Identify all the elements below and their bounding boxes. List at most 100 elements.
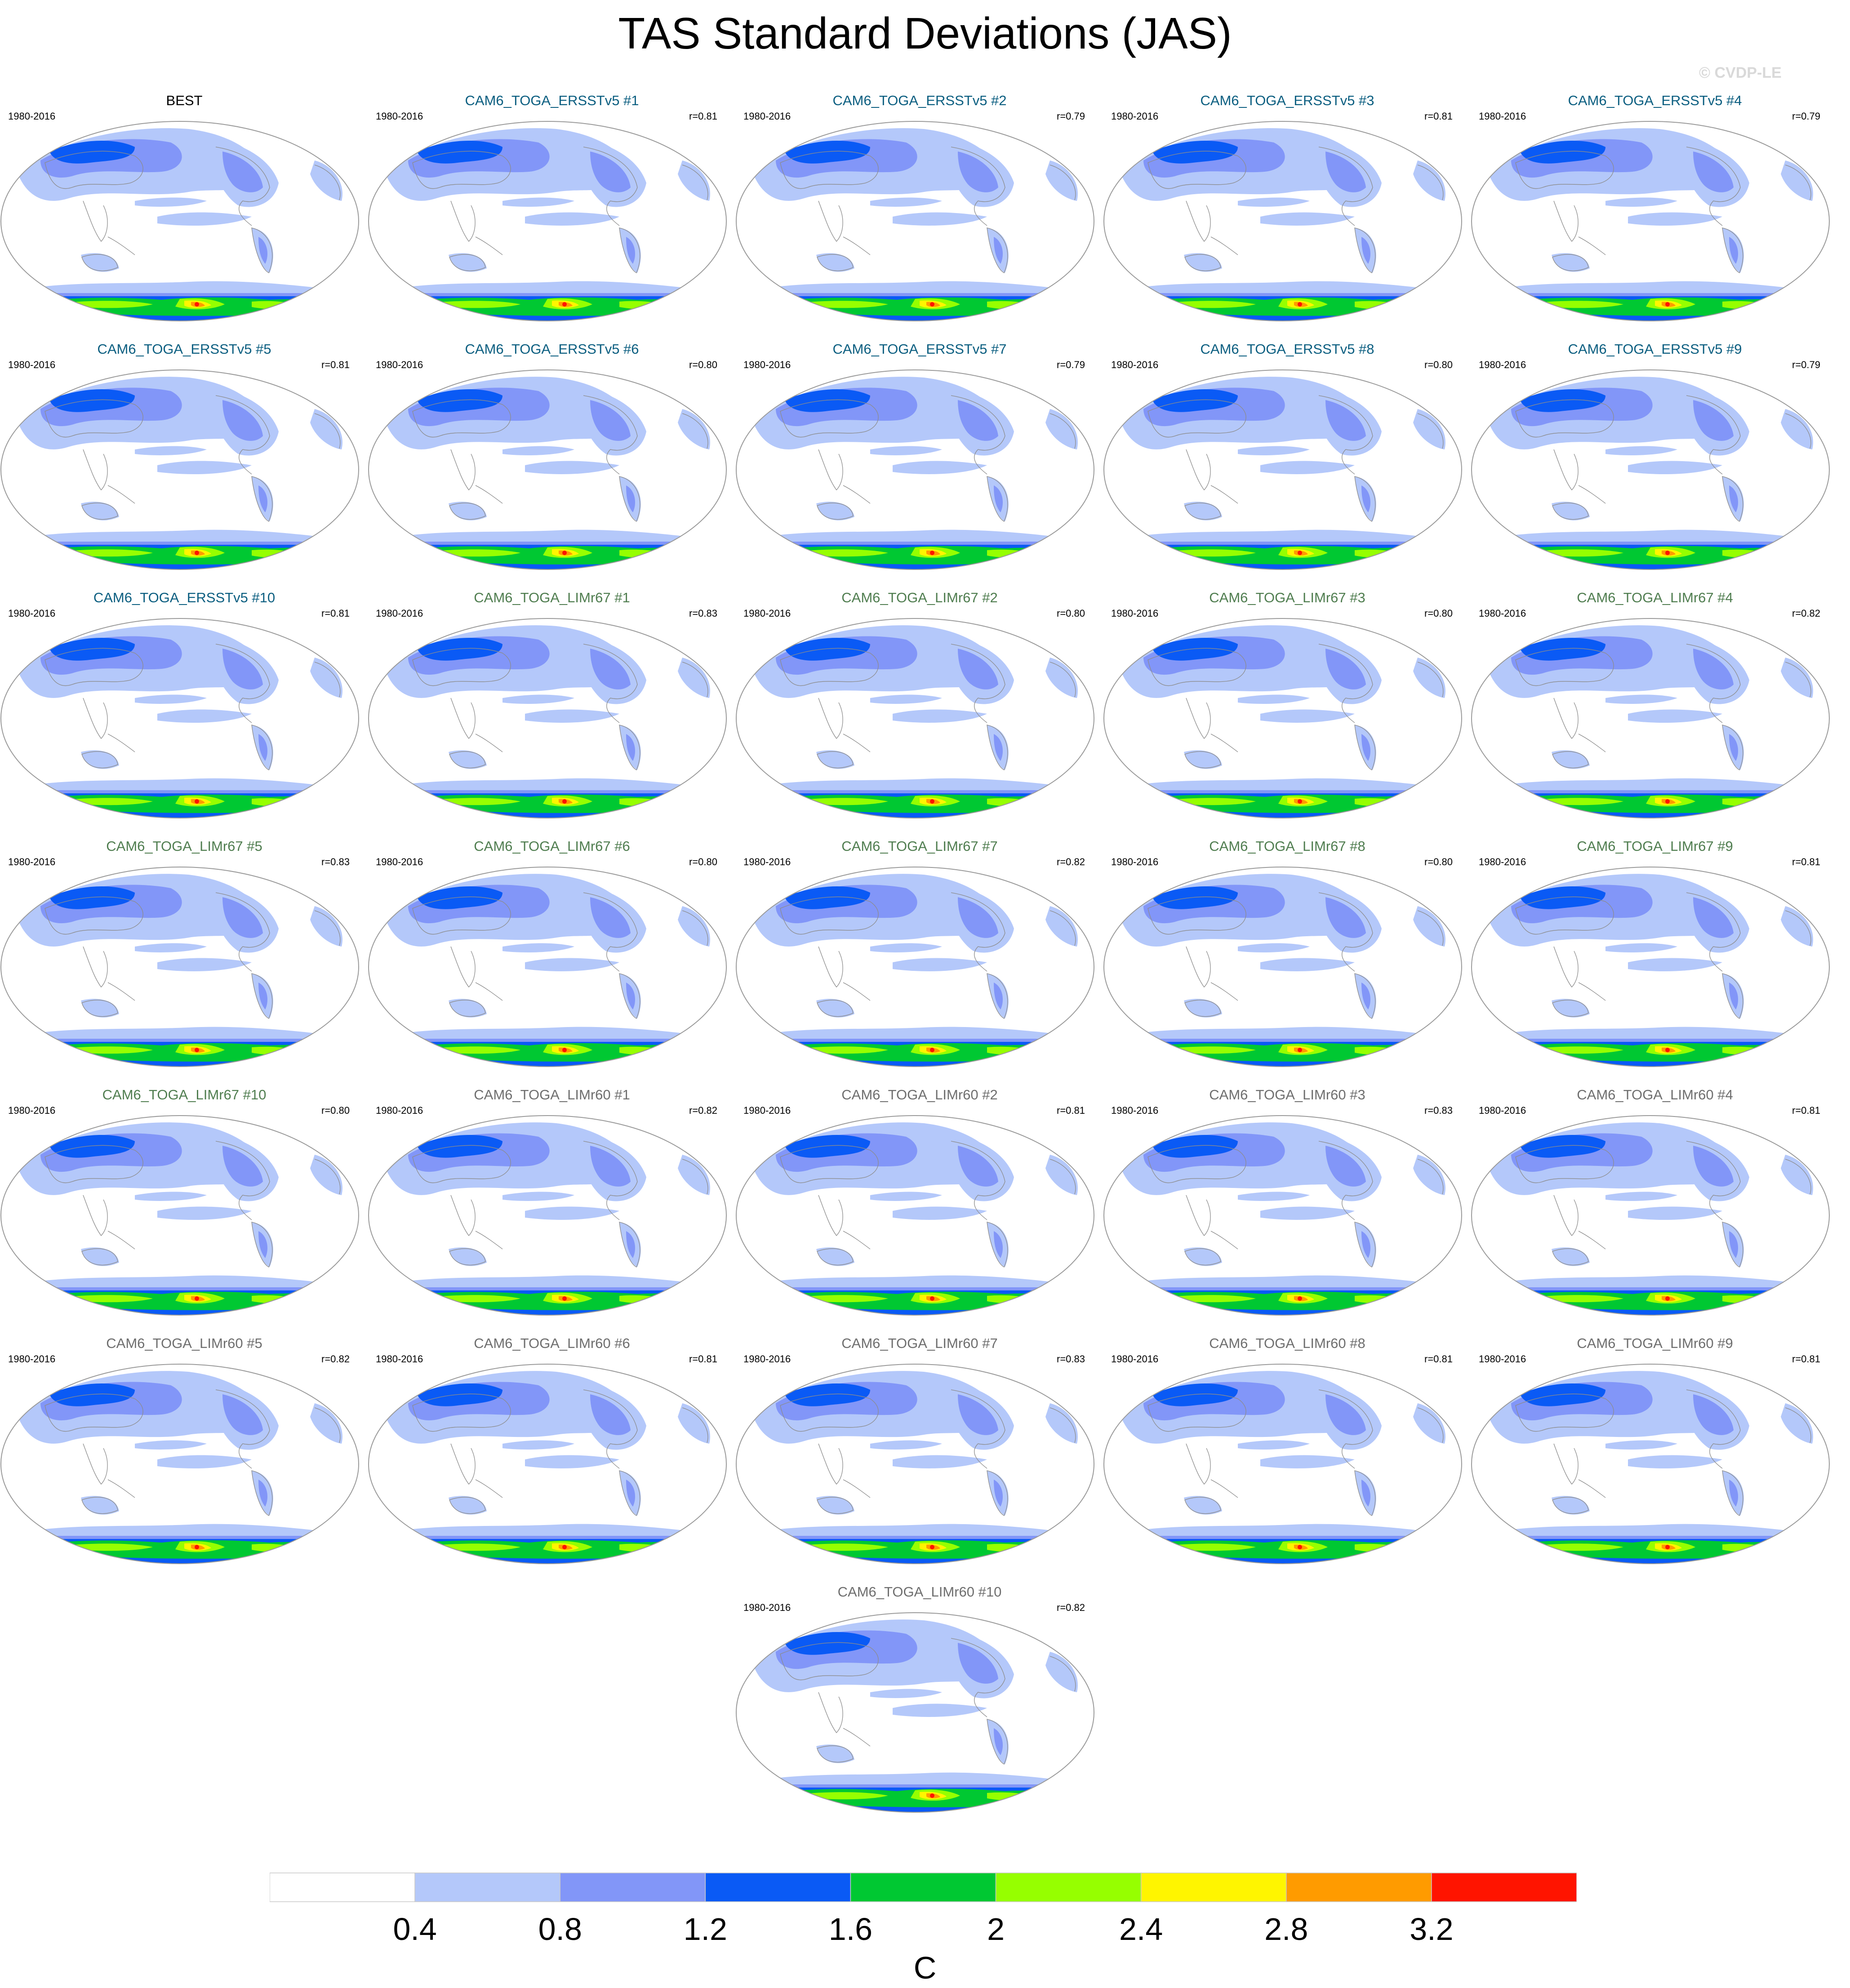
map-panel: CAM6_TOGA_ERSSTv5 #10 1980-2016 r=0.81 (0, 589, 369, 836)
world-map (736, 1115, 1094, 1316)
world-map (736, 618, 1094, 818)
map-panel: CAM6_TOGA_LIMr67 #3 1980-2016 r=0.80 (1103, 589, 1472, 836)
map-panel: CAM6_TOGA_LIMr67 #10 1980-2016 r=0.80 (0, 1086, 369, 1334)
map-panel: CAM6_TOGA_LIMr60 #1 1980-2016 r=0.82 (368, 1086, 736, 1334)
panel-period: 1980-2016 (8, 608, 56, 619)
panel-correlation: r=0.83 (1424, 1105, 1453, 1116)
world-map (0, 618, 359, 818)
colorbar-tick-label: 3.2 (1410, 1912, 1454, 1947)
panel-title: CAM6_TOGA_LIMr60 #2 (841, 1087, 998, 1103)
world-map (0, 369, 359, 570)
panel-period: 1980-2016 (1479, 856, 1526, 867)
panel-correlation: r=0.81 (1792, 1105, 1820, 1116)
panel-correlation: r=0.81 (1057, 1105, 1085, 1116)
panel-period: 1980-2016 (1111, 359, 1159, 370)
colorbar-tick-label: 2 (987, 1912, 1005, 1947)
colorbar-unit: C (913, 1950, 937, 1985)
colorbar-tick-label: 2.4 (1119, 1912, 1163, 1947)
panel-period: 1980-2016 (1111, 608, 1159, 619)
colorbar (270, 1872, 1577, 1902)
panel-period: 1980-2016 (8, 111, 56, 122)
panel-correlation: r=0.80 (689, 856, 717, 867)
world-map (736, 121, 1094, 321)
panel-correlation: r=0.83 (321, 856, 350, 867)
panel-period: 1980-2016 (376, 1353, 423, 1365)
panel-correlation: r=0.81 (1424, 1353, 1453, 1365)
panel-title: CAM6_TOGA_LIMr67 #4 (1577, 590, 1733, 605)
panel-correlation: r=0.81 (689, 1353, 717, 1365)
colorbar-box (270, 1872, 415, 1902)
panel-correlation: r=0.79 (1792, 111, 1820, 122)
colorbar-box (1431, 1872, 1577, 1902)
map-panel: CAM6_TOGA_LIMr67 #4 1980-2016 r=0.82 (1471, 589, 1839, 836)
world-map (368, 369, 727, 570)
panel-period: 1980-2016 (743, 1105, 791, 1116)
world-map (736, 1612, 1094, 1813)
colorbar-box (995, 1872, 1142, 1902)
colorbar-box (1286, 1872, 1432, 1902)
panel-title: CAM6_TOGA_LIMr67 #5 (106, 838, 262, 854)
colorbar-box (414, 1872, 560, 1902)
panel-correlation: r=0.80 (1424, 359, 1453, 370)
colorbar-box (705, 1872, 851, 1902)
panel-title: CAM6_TOGA_ERSSTv5 #2 (832, 93, 1007, 108)
world-map (0, 867, 359, 1067)
world-map (0, 121, 359, 321)
panel-title: CAM6_TOGA_LIMr67 #8 (1209, 838, 1365, 854)
panel-period: 1980-2016 (743, 1353, 791, 1365)
map-panel: CAM6_TOGA_LIMr60 #8 1980-2016 r=0.81 (1103, 1335, 1472, 1582)
panel-correlation: r=0.83 (689, 608, 717, 619)
panel-period: 1980-2016 (8, 1105, 56, 1116)
panel-period: 1980-2016 (8, 359, 56, 370)
panel-correlation: r=0.81 (689, 111, 717, 122)
colorbar-tick-label: 0.4 (393, 1912, 437, 1947)
map-panel: CAM6_TOGA_ERSSTv5 #4 1980-2016 r=0.79 (1471, 92, 1839, 339)
panel-period: 1980-2016 (1479, 1105, 1526, 1116)
panel-title: CAM6_TOGA_LIMr60 #5 (106, 1335, 262, 1351)
panel-correlation: r=0.82 (1057, 1602, 1085, 1613)
colorbar-tick-label: 0.8 (538, 1912, 582, 1947)
world-map (1471, 1364, 1830, 1564)
panel-title: CAM6_TOGA_ERSSTv5 #4 (1568, 93, 1742, 108)
map-panel: CAM6_TOGA_ERSSTv5 #2 1980-2016 r=0.79 (735, 92, 1104, 339)
world-map (0, 1364, 359, 1564)
panel-title: CAM6_TOGA_LIMr60 #1 (474, 1087, 630, 1103)
panel-correlation: r=0.82 (1057, 856, 1085, 867)
map-panel: CAM6_TOGA_LIMr60 #6 1980-2016 r=0.81 (368, 1335, 736, 1582)
panel-title: CAM6_TOGA_ERSSTv5 #8 (1200, 341, 1374, 357)
panel-correlation: r=0.81 (1424, 111, 1453, 122)
world-map (1103, 369, 1462, 570)
panel-correlation: r=0.80 (1424, 856, 1453, 867)
panel-correlation: r=0.81 (321, 608, 350, 619)
panel-correlation: r=0.82 (1792, 608, 1820, 619)
map-panel: CAM6_TOGA_ERSSTv5 #5 1980-2016 r=0.81 (0, 341, 369, 588)
map-panel: CAM6_TOGA_LIMr67 #6 1980-2016 r=0.80 (368, 838, 736, 1085)
map-panel: CAM6_TOGA_ERSSTv5 #8 1980-2016 r=0.80 (1103, 341, 1472, 588)
world-map (1103, 1364, 1462, 1564)
panel-title: CAM6_TOGA_LIMr60 #9 (1577, 1335, 1733, 1351)
world-map (1471, 1115, 1830, 1316)
panel-period: 1980-2016 (743, 608, 791, 619)
panel-period: 1980-2016 (743, 359, 791, 370)
world-map (1471, 867, 1830, 1067)
panel-correlation: r=0.83 (1057, 1353, 1085, 1365)
panel-period: 1980-2016 (376, 111, 423, 122)
panel-period: 1980-2016 (743, 856, 791, 867)
map-panel: CAM6_TOGA_LIMr67 #9 1980-2016 r=0.81 (1471, 838, 1839, 1085)
map-panel: CAM6_TOGA_LIMr67 #7 1980-2016 r=0.82 (735, 838, 1104, 1085)
map-panel: CAM6_TOGA_LIMr60 #9 1980-2016 r=0.81 (1471, 1335, 1839, 1582)
panel-correlation: r=0.80 (689, 359, 717, 370)
panel-period: 1980-2016 (743, 111, 791, 122)
panel-title: CAM6_TOGA_LIMr67 #1 (474, 590, 630, 605)
map-panel: CAM6_TOGA_LIMr67 #5 1980-2016 r=0.83 (0, 838, 369, 1085)
map-panel: CAM6_TOGA_LIMr67 #2 1980-2016 r=0.80 (735, 589, 1104, 836)
panel-title: CAM6_TOGA_ERSSTv5 #9 (1568, 341, 1742, 357)
world-map (0, 1115, 359, 1316)
map-panel: CAM6_TOGA_LIMr60 #4 1980-2016 r=0.81 (1471, 1086, 1839, 1334)
panel-title: CAM6_TOGA_LIMr67 #2 (841, 590, 998, 605)
world-map (1471, 369, 1830, 570)
panel-period: 1980-2016 (1111, 1353, 1159, 1365)
panel-title: BEST (166, 93, 203, 108)
world-map (1103, 121, 1462, 321)
panel-title: CAM6_TOGA_LIMr60 #10 (837, 1584, 1002, 1600)
